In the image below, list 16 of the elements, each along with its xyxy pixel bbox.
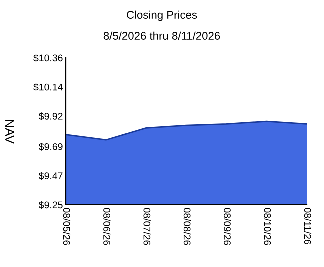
x-tick-label: 08/09/26	[224, 208, 232, 246]
y-tick-label: $9.25	[39, 201, 63, 210]
y-axis-title: NAV	[6, 120, 14, 144]
y-tick-label: $10.14	[34, 83, 63, 92]
x-tick-label: 08/10/26	[264, 208, 272, 246]
x-tick-label: 08/08/26	[184, 208, 192, 246]
x-tick-label: 08/11/26	[304, 208, 312, 244]
chart-title: Closing Prices	[127, 10, 198, 22]
y-tick-label: $9.69	[39, 143, 63, 151]
y-tick-label: $10.36	[34, 54, 63, 62]
y-tick-label: $9.47	[39, 172, 63, 180]
y-tick-label: $9.92	[39, 112, 63, 120]
chart-subtitle: 8/5/2026 thru 8/11/2026	[104, 32, 220, 40]
x-tick-label: 08/06/26	[104, 208, 111, 246]
x-tick-label: 08/07/26	[144, 208, 151, 246]
x-tick-label: 08/05/26	[63, 208, 71, 246]
